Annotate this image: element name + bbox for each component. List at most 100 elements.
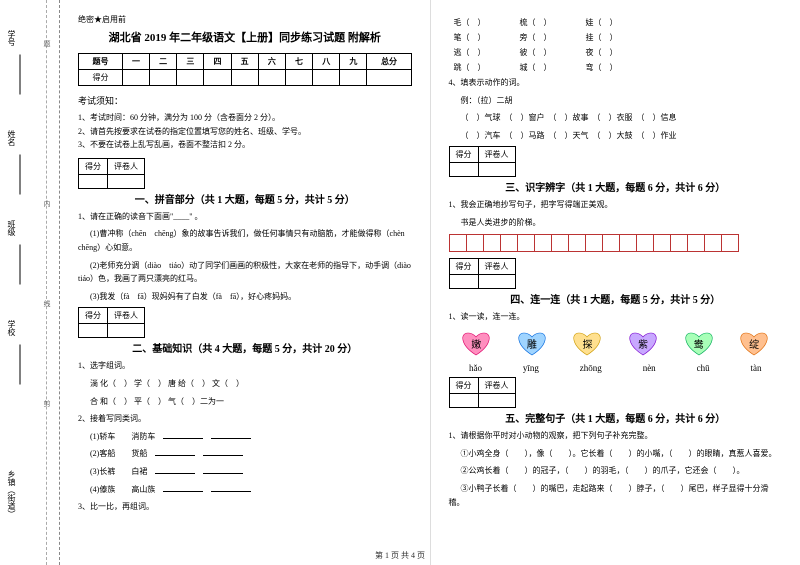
- score-h-10: 总分: [367, 54, 411, 70]
- heart-1: 嫩: [456, 329, 496, 357]
- heart-3: 探: [567, 329, 607, 357]
- cut-line: [46, 0, 47, 565]
- q2-2-r2: (2)客船 货船: [78, 447, 412, 461]
- c: 梳（: [517, 16, 539, 29]
- cut-label-4: 剪: [42, 400, 52, 407]
- writing-grid: [449, 234, 783, 252]
- c: 挂（: [583, 31, 605, 44]
- sb1-a: 得分: [79, 158, 108, 174]
- c: ）: [475, 16, 515, 29]
- c: ）: [475, 61, 515, 74]
- c: ）: [607, 16, 647, 29]
- c: 彼（: [517, 46, 539, 59]
- sb5-a: 得分: [449, 378, 478, 394]
- binding-blank-1: [20, 55, 29, 95]
- q2-4-stem: 4、填表示动作的词。: [449, 76, 783, 90]
- sb3-a: 得分: [449, 147, 478, 163]
- blank: [203, 465, 243, 474]
- c: 跳（: [451, 61, 473, 74]
- c: ）: [607, 61, 647, 74]
- q2-2-r1: (1)轿车 消防车: [78, 430, 412, 444]
- binding-blank-4: [20, 345, 29, 385]
- binding-blank-3: [20, 245, 29, 285]
- section-5-title: 五、完整句子（共 1 大题，每题 6 分，共计 6 分）: [449, 410, 783, 425]
- score-h-8: 八: [313, 54, 340, 70]
- q3-1-stem: 1、我会正确地抄写句子，把字写得端正美观。: [449, 198, 783, 212]
- blank: [155, 465, 195, 474]
- blank: [163, 430, 203, 439]
- cut-label-3: 线: [42, 300, 52, 307]
- c: ）: [541, 46, 581, 59]
- heart-char-6: 绽: [734, 336, 774, 351]
- sb3-b: 评卷人: [478, 147, 515, 163]
- cut-label-1: 题: [42, 40, 52, 47]
- py-6: tàn: [751, 363, 762, 373]
- char-row-1: 毛（） 梳（） 娃（）: [451, 16, 647, 29]
- scorebox-1: 得分评卷人: [78, 158, 145, 189]
- q1-l3: (3)我发（fà fā）现妈妈有了白发（fà fā），好心疼妈妈。: [78, 290, 412, 304]
- binding-field-id: 学号: [6, 30, 17, 46]
- left-column: 绝密★启用前 湖北省 2019 年二年级语文【上册】同步练习试题 附解析 题号 …: [60, 0, 431, 565]
- q2-3-stem: 3、比一比，再组词。: [78, 500, 412, 514]
- c: ）: [541, 61, 581, 74]
- py-3: zhōng: [580, 363, 602, 373]
- q2-4-r2: （ ）汽车 （ ）马路 （ ）天气 （ ）大鼓 （ ）作业: [449, 129, 783, 143]
- score-summary-table: 题号 一 二 三 四 五 六 七 八 九 总分 得分: [78, 53, 412, 86]
- cut-label-2: 内: [42, 200, 52, 207]
- q1-l2: (2)老师充分调（diào tiáo）动了同学们画画的积极性，大家在老师的指导下…: [78, 259, 412, 286]
- c: 逃（: [451, 46, 473, 59]
- confidential-tag: 绝密★启用前: [78, 14, 412, 25]
- q5-1-l2: ②公鸡长着（ ）的冠子，（ ）的羽毛，（ ）的爪子，它还会（ ）。: [449, 464, 783, 478]
- py-5: chū: [697, 363, 710, 373]
- hearts-row: 嫩 雕 探 紫 鸯 绽: [449, 329, 783, 357]
- score-h-6: 六: [258, 54, 285, 70]
- q2-2-stem: 2、接着写同类词。: [78, 412, 412, 426]
- scorebox-4: 得分评卷人: [449, 258, 516, 289]
- heart-6: 绽: [734, 329, 774, 357]
- q4-1-stem: 1、读一读，连一连。: [449, 310, 783, 324]
- score-h-5: 五: [231, 54, 258, 70]
- q2-1-stem: 1、选字组词。: [78, 359, 412, 373]
- py-2: yīng: [523, 363, 539, 373]
- score-row-label: 得分: [79, 70, 123, 86]
- scorebox-3: 得分评卷人: [449, 146, 516, 177]
- c: 毛（: [451, 16, 473, 29]
- heart-2: 雕: [512, 329, 552, 357]
- q1-stem: 1、请在正确的读音下面画"____" 。: [78, 210, 412, 224]
- score-h-3: 三: [177, 54, 204, 70]
- scorebox-2: 得分评卷人: [78, 307, 145, 338]
- score-h-9: 九: [340, 54, 367, 70]
- score-h-2: 二: [150, 54, 177, 70]
- py-4: nèn: [643, 363, 656, 373]
- c: 娃（: [583, 16, 605, 29]
- c: 笔（: [451, 31, 473, 44]
- sb2-b: 评卷人: [108, 308, 145, 324]
- char-row-3: 逃（） 彼（） 夜（）: [451, 46, 647, 59]
- binding-field-town: 乡镇（街道）: [6, 470, 17, 518]
- blank: [155, 447, 195, 456]
- q2-4-r1: （ ）气球 （ ）窗户 （ ）故事 （ ）衣服 （ ）信息: [449, 111, 783, 125]
- heart-char-4: 紫: [623, 336, 663, 351]
- c: 城（: [517, 61, 539, 74]
- py-1: hǎo: [469, 363, 482, 373]
- section-2-title: 二、基础知识（共 4 大题，每题 5 分，共计 20 分）: [78, 340, 412, 355]
- score-value-row: 得分: [79, 70, 412, 86]
- sb5-b: 评卷人: [478, 378, 515, 394]
- right-column: 毛（） 梳（） 娃（） 笔（） 旁（） 挂（） 逃（） 彼（） 夜（） 跳（） …: [431, 0, 800, 565]
- section-1-title: 一、拼音部分（共 1 大题，每题 5 分，共计 5 分）: [78, 191, 412, 206]
- page-footer: 第 1 页 共 4 页: [0, 550, 800, 561]
- q2-2-r2t: (2)客船 货船: [90, 449, 147, 458]
- binding-margin: 题 内 线 剪 学号 姓名 班级 学校 乡镇（街道）: [0, 0, 60, 565]
- binding-field-class: 班级: [6, 220, 17, 236]
- score-header-row: 题号 一 二 三 四 五 六 七 八 九 总分: [79, 54, 412, 70]
- c: ）: [541, 31, 581, 44]
- c: ）: [607, 46, 647, 59]
- blank: [163, 483, 203, 492]
- notice-1: 1、考试时间：60 分钟，满分为 100 分（含卷面分 2 分）。: [78, 111, 412, 125]
- q2-2-r3t: (3)长裤 白裙: [90, 467, 147, 476]
- blank: [203, 447, 243, 456]
- q5-1-stem: 1、请根据你平时对小动物的观察，把下列句子补充完整。: [449, 429, 783, 443]
- q2-1-l1: 淌 化（ ） 学（ ） 唐 给（ ） 文（ ）: [78, 377, 412, 391]
- sb4-b: 评卷人: [478, 258, 515, 274]
- heart-char-1: 嫩: [456, 336, 496, 351]
